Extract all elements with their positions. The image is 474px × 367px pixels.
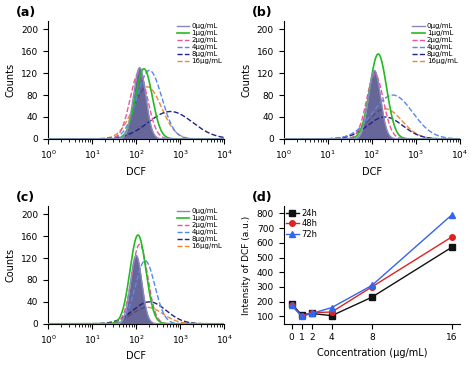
48h	[449, 235, 455, 239]
48h	[369, 285, 374, 289]
Line: 72h: 72h	[289, 212, 455, 319]
X-axis label: DCF: DCF	[362, 167, 382, 177]
Line: 48h: 48h	[289, 234, 455, 319]
48h	[329, 310, 335, 314]
Legend: 24h, 48h, 72h: 24h, 48h, 72h	[286, 208, 317, 239]
48h	[299, 313, 305, 318]
X-axis label: DCF: DCF	[126, 352, 146, 361]
72h	[289, 303, 294, 308]
Legend: 0μg/mL, 1μg/mL, 2μg/mL, 4μg/mL, 8μg/mL, 16μg/mL: 0μg/mL, 1μg/mL, 2μg/mL, 4μg/mL, 8μg/mL, …	[177, 23, 222, 65]
72h	[449, 212, 455, 217]
24h	[369, 295, 374, 299]
48h	[309, 310, 315, 315]
Y-axis label: Counts: Counts	[6, 248, 16, 282]
Y-axis label: Counts: Counts	[241, 63, 251, 97]
Legend: 0μg/mL, 1μg/mL, 2μg/mL, 4μg/mL, 8μg/mL, 16μg/mL: 0μg/mL, 1μg/mL, 2μg/mL, 4μg/mL, 8μg/mL, …	[177, 208, 222, 249]
Y-axis label: Counts: Counts	[6, 63, 16, 97]
24h	[309, 311, 315, 316]
24h	[289, 302, 294, 306]
48h	[289, 303, 294, 308]
Text: (b): (b)	[252, 6, 273, 19]
24h	[449, 245, 455, 250]
Legend: 0μg/mL, 1μg/mL, 2μg/mL, 4μg/mL, 8μg/mL, 16μg/mL: 0μg/mL, 1μg/mL, 2μg/mL, 4μg/mL, 8μg/mL, …	[412, 23, 458, 65]
72h	[309, 311, 315, 316]
72h	[369, 283, 374, 288]
X-axis label: DCF: DCF	[126, 167, 146, 177]
72h	[299, 314, 305, 319]
Line: 24h: 24h	[289, 244, 455, 319]
X-axis label: Concentration (μg/mL): Concentration (μg/mL)	[317, 348, 427, 358]
72h	[329, 305, 335, 310]
Text: (a): (a)	[17, 6, 36, 19]
24h	[299, 313, 305, 317]
Text: (d): (d)	[252, 191, 273, 204]
Y-axis label: Intensity of DCF (a.u.): Intensity of DCF (a.u.)	[242, 215, 251, 315]
24h	[329, 313, 335, 318]
Text: (c): (c)	[17, 191, 36, 204]
